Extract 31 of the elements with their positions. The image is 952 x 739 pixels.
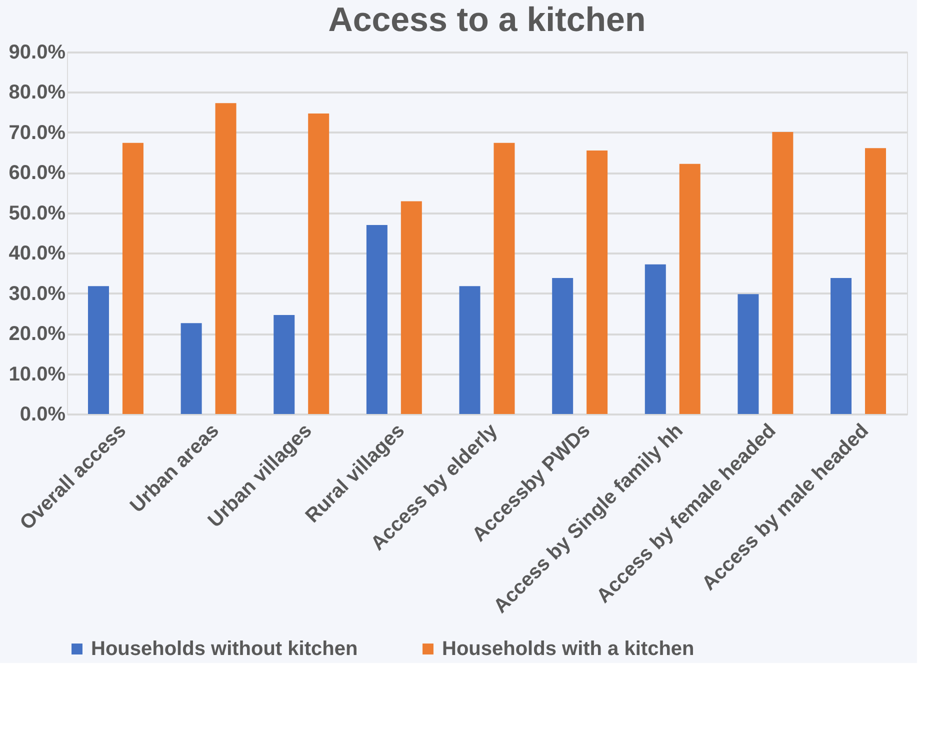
bar — [679, 164, 700, 414]
y-tick-label: 10.0% — [8, 363, 66, 386]
bar — [308, 114, 330, 414]
chart-title: Access to a kitchen — [328, 1, 646, 39]
y-tick-label: 20.0% — [8, 323, 66, 346]
bar — [274, 315, 295, 414]
bar — [552, 278, 574, 414]
y-tick-label: 60.0% — [8, 162, 66, 184]
y-tick-label: 40.0% — [8, 242, 66, 265]
bar — [215, 103, 236, 414]
bar — [494, 142, 515, 414]
bar — [122, 142, 144, 414]
y-tick-label: 50.0% — [8, 202, 66, 224]
bar — [400, 201, 422, 414]
bar — [366, 224, 388, 414]
bar — [459, 286, 480, 414]
legend-label: Households with a kitchen — [442, 638, 694, 660]
bar — [586, 150, 608, 414]
y-tick-label: 70.0% — [8, 122, 66, 144]
y-tick-label: 90.0% — [8, 42, 66, 64]
bar — [772, 132, 794, 414]
bar — [644, 264, 666, 414]
bar — [88, 286, 109, 414]
y-tick-label: 80.0% — [8, 82, 66, 104]
y-tick-label: 0.0% — [20, 404, 66, 426]
bar — [865, 148, 886, 414]
bar — [738, 294, 759, 414]
y-tick-label: 30.0% — [8, 282, 66, 305]
bar — [830, 278, 852, 414]
legend-label: Households without kitchen — [91, 638, 358, 660]
bar — [180, 323, 202, 414]
